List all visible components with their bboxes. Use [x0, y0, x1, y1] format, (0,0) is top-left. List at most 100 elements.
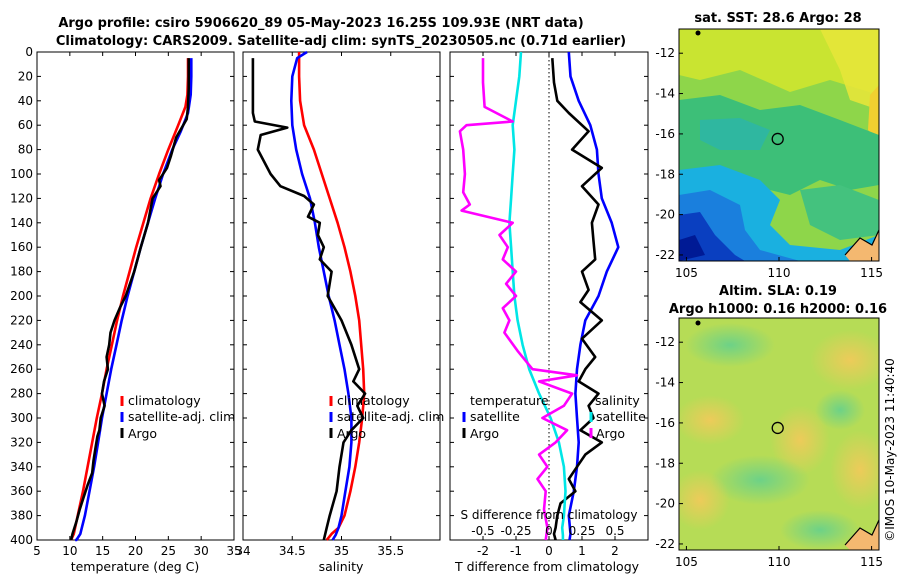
- difference-panel: -2 -1 0 1 2 S difference from climatology -0…: [449, 51, 649, 574]
- map-y-tick-label: -22: [655, 537, 675, 551]
- x-tick-label: 34.5: [279, 544, 306, 558]
- legend-salinity-argo: Argo: [596, 426, 625, 441]
- temperature-xlabel: temperature (deg C): [71, 559, 200, 574]
- x-tick-label: 20: [128, 544, 143, 558]
- x-tick-label: -1: [510, 544, 522, 558]
- x-tick-label: 15: [95, 544, 110, 558]
- sst-map-image: [679, 29, 879, 261]
- y-tick-label: 40: [18, 94, 33, 108]
- map-y-tick-label: -18: [655, 167, 675, 181]
- y-tick-label: 0: [25, 45, 33, 59]
- y-tick-label: 360: [10, 484, 33, 498]
- y-tick-label: 300: [10, 411, 33, 425]
- y-tick-label: 260: [10, 362, 33, 376]
- legend-satellite: satellite-adj. clim: [337, 409, 444, 424]
- s-tick-label: 0.25: [569, 524, 596, 538]
- sst-map-title: sat. SST: 28.6 Argo: 28: [694, 11, 861, 26]
- s-tick-label: -0.25: [500, 524, 531, 538]
- temperature-series: [69, 58, 193, 542]
- legend-temperature-argo: Argo: [470, 426, 499, 441]
- series-line-salinity-argo: [458, 58, 579, 541]
- y-tick-label: 340: [10, 460, 33, 474]
- x-tick-label: 0: [545, 544, 553, 558]
- map-x-tick-label: 105: [675, 266, 698, 280]
- legend-climatology: climatology: [128, 393, 201, 408]
- legend-temperature-title: temperature: [470, 393, 549, 408]
- x-tick-label: 30: [194, 544, 209, 558]
- salinity-panel: 34 34.5 35 35.5 salinity climatology satell…: [235, 50, 444, 574]
- legend-argo: Argo: [128, 426, 157, 441]
- salinity-ticks: 34 34.5 35 35.5: [235, 51, 440, 558]
- map-x-tick-label: 115: [860, 266, 883, 280]
- y-tick-label: 380: [10, 509, 33, 523]
- salinity-series: [251, 50, 367, 541]
- s-tick-label: 0: [545, 524, 553, 538]
- map-y-tick-label: -12: [655, 46, 675, 60]
- altimetry-map-image: [679, 318, 879, 550]
- temperature-panel: 5 10 15 20 25 30 35 0 20 40 60 80 100 120 140 160 180 200…: [10, 45, 242, 574]
- x-tick-label: 2: [611, 544, 619, 558]
- altimetry-title-line2: Argo h1000: 0.16 h2000: 0.16: [669, 302, 887, 317]
- y-tick-label: 120: [10, 191, 33, 205]
- legend-argo: Argo: [337, 426, 366, 441]
- difference-series: [458, 51, 620, 541]
- legend-salinity-title: salinity: [595, 393, 640, 408]
- map-y-tick-label: -14: [655, 87, 675, 101]
- map-x-tick-label: 110: [768, 266, 791, 280]
- figure-title-line1: Argo profile: csiro 5906620_89 05-May-20…: [58, 16, 583, 31]
- map-y-tick-label: -22: [655, 248, 675, 262]
- legend-satellite: satellite-adj. clim: [128, 409, 235, 424]
- s-tick-label: 0.5: [605, 524, 624, 538]
- series-line-climatology: [297, 52, 366, 541]
- x-tick-label: -2: [477, 544, 489, 558]
- series-line-argo: [69, 58, 190, 541]
- altimetry-title-line1: Altim. SLA: 0.19: [719, 284, 837, 299]
- y-tick-label: 180: [10, 265, 33, 279]
- x-tick-label: 35: [226, 544, 241, 558]
- x-tick-label: 35.5: [377, 544, 404, 558]
- series-line-climatology: [69, 58, 190, 541]
- map-x-tick-label: 115: [860, 555, 883, 569]
- map-y-tick-label: -20: [655, 497, 675, 511]
- altimetry-map-panel: Altim. SLA: 0.19 Argo h1000: 0.16 h2000:…: [655, 284, 887, 569]
- altimetry-map-ticks: 105 110 115 -12 -14 -16 -18 -20 -22: [655, 335, 883, 569]
- s-tick-label: -0.5: [471, 524, 494, 538]
- y-tick-label: 240: [10, 338, 33, 352]
- temperature-ticks: 5 10 15 20 25 30 35 0 20 40 60 80 100 120 140 160 180 200…: [10, 45, 242, 558]
- series-line-temperature-argo: [551, 58, 604, 541]
- series-line-satellite-adj-clim: [289, 50, 353, 541]
- y-tick-label: 220: [10, 313, 33, 327]
- temperature-legend: climatology satellite-adj. clim Argo: [120, 393, 235, 441]
- series-line-argo: [251, 58, 367, 541]
- y-tick-label: 280: [10, 387, 33, 401]
- s-difference-ticklabels: -0.5 -0.25 0 0.25 0.5: [471, 524, 624, 538]
- map-y-tick-label: -18: [655, 456, 675, 470]
- map-y-tick-label: -16: [655, 127, 675, 141]
- y-tick-label: 400: [10, 533, 33, 547]
- t-difference-xlabel: T difference from climatology: [454, 559, 640, 574]
- difference-ticks: -2 -1 0 1 2: [450, 51, 648, 558]
- argo-location-marker: [771, 132, 784, 146]
- salinity-xlabel: salinity: [319, 559, 364, 574]
- x-tick-label: 5: [33, 544, 41, 558]
- map-y-tick-label: -20: [655, 208, 675, 222]
- legend-temperature-satellite: satellite: [470, 409, 520, 424]
- legend-climatology: climatology: [337, 393, 410, 408]
- series-line-salinity-satellite: [508, 51, 567, 540]
- y-tick-label: 320: [10, 435, 33, 449]
- y-tick-label: 200: [10, 289, 33, 303]
- x-tick-label: 25: [161, 544, 176, 558]
- x-tick-label: 34: [235, 544, 250, 558]
- x-tick-label: 1: [578, 544, 586, 558]
- sst-map-panel: sat. SST: 28.6 Argo: 28 105 110 115 -12 -14 -…: [655, 11, 883, 280]
- s-difference-label: S difference from climatology: [461, 508, 638, 522]
- series-line-temperature-satellite: [567, 51, 620, 541]
- salinity-legend: climatology satellite-adj. clim Argo: [329, 393, 444, 441]
- map-x-tick-label: 105: [675, 555, 698, 569]
- map-x-tick-label: 110: [768, 555, 791, 569]
- y-tick-label: 20: [18, 69, 33, 83]
- map-y-tick-label: -16: [655, 416, 675, 430]
- map-y-tick-label: -12: [655, 335, 675, 349]
- x-tick-label: 10: [62, 544, 77, 558]
